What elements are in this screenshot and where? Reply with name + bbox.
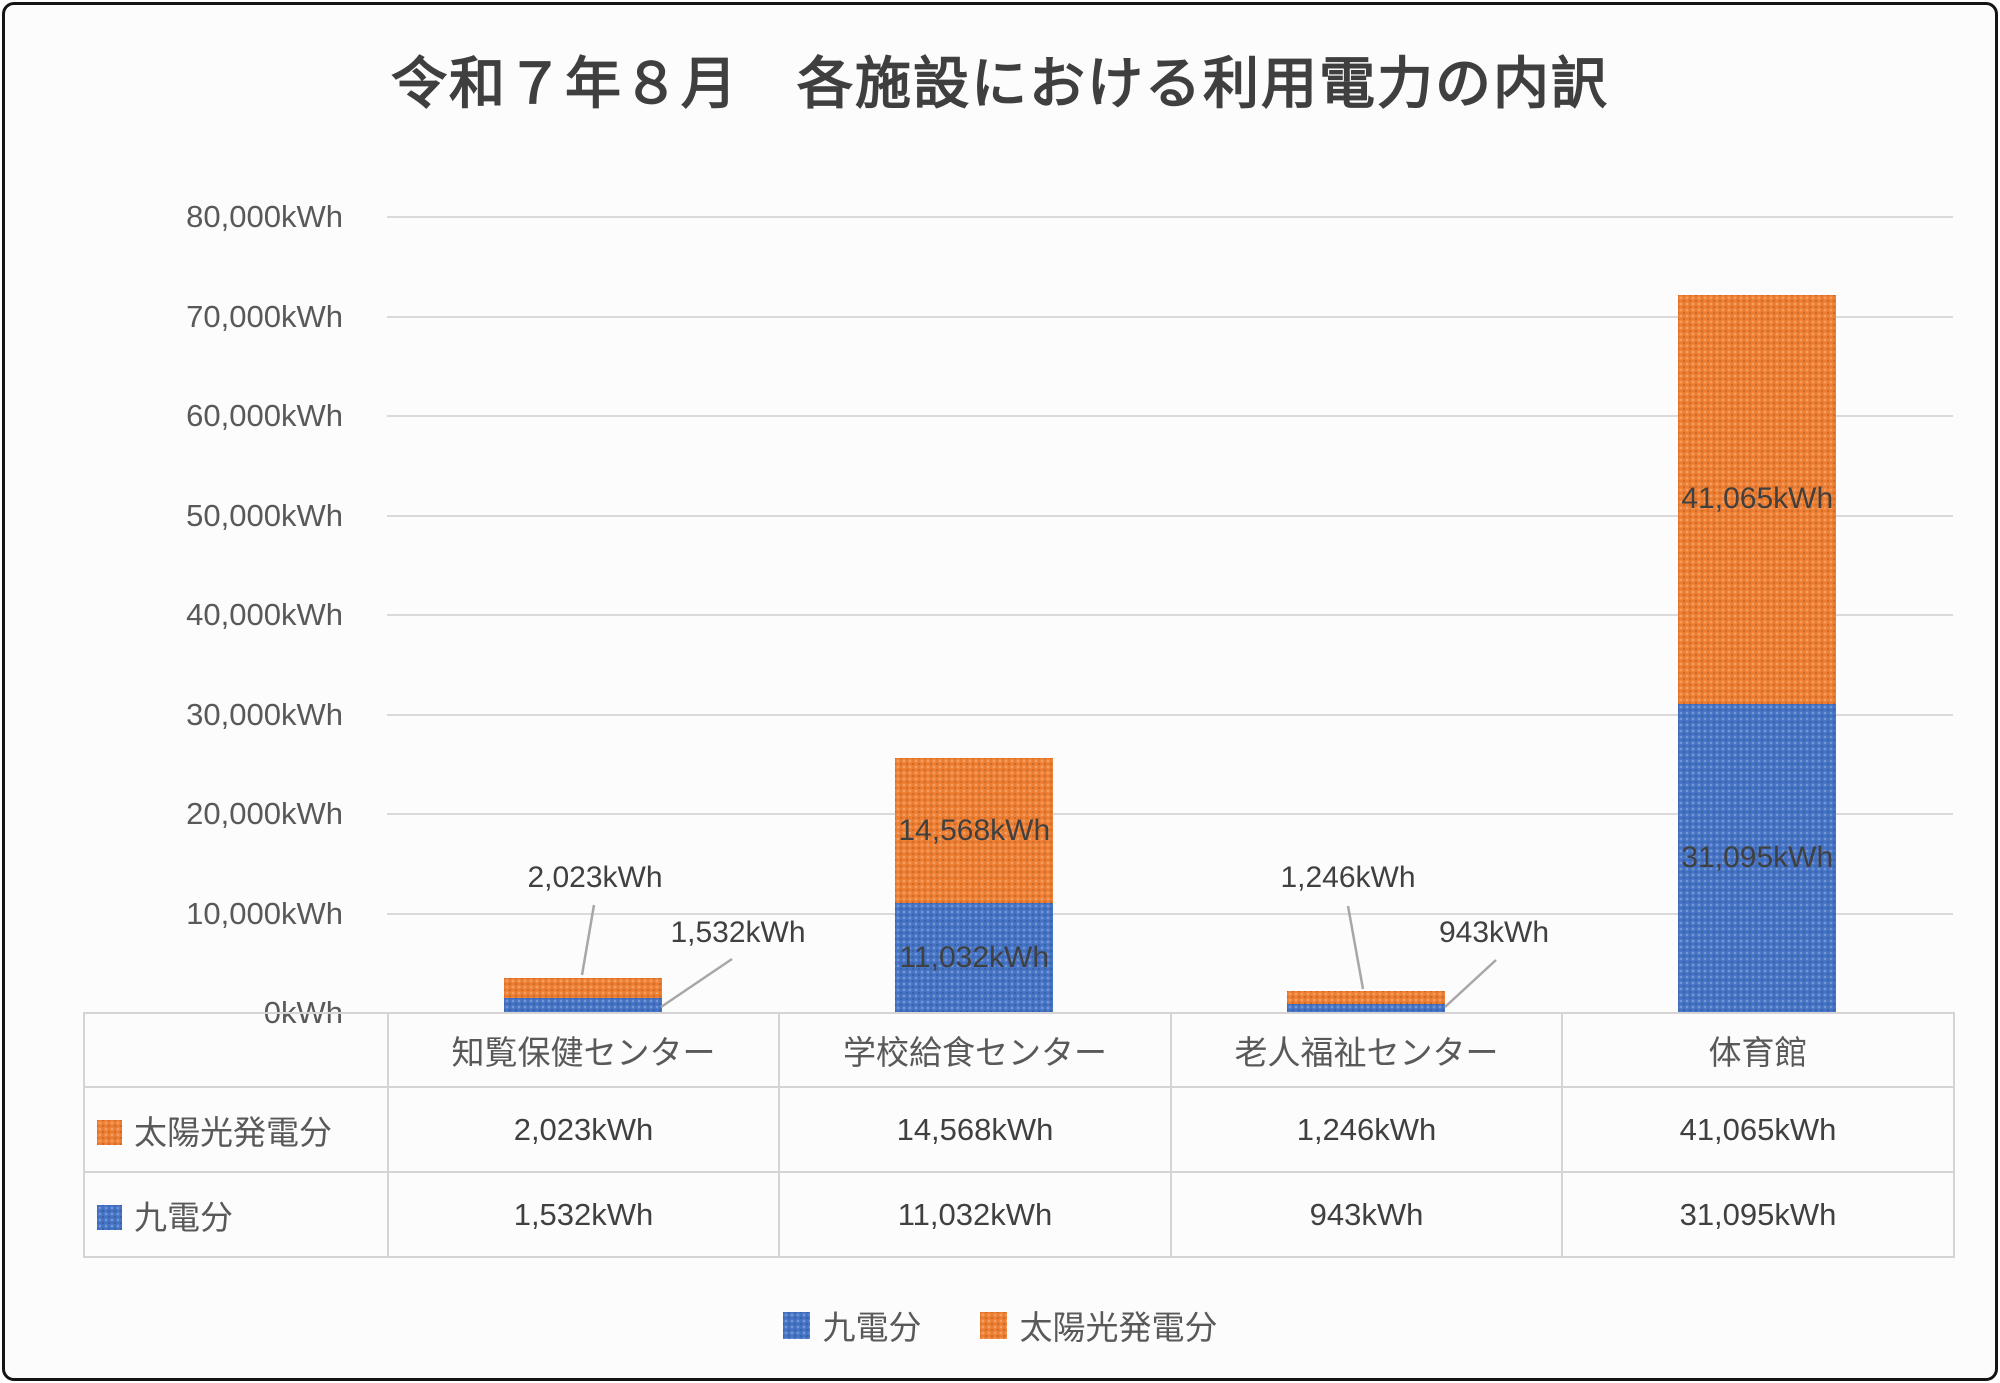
legend-item-kyuden: 九電分	[782, 1301, 922, 1349]
legend-label: 太陽光発電分	[1019, 1309, 1218, 1346]
table-row-solar: 太陽光発電分 2,023kWh 14,568kWh 1,246kWh 41,06…	[83, 1086, 1955, 1173]
series-row-label: 太陽光発電分	[134, 1113, 332, 1151]
grid-line	[387, 912, 1953, 915]
bar-segment-kyuden	[503, 997, 662, 1013]
kyuden-swatch-icon	[782, 1311, 810, 1339]
solar-legend-key-icon	[97, 1120, 122, 1146]
y-axis-tick-label: 60,000kWh	[186, 398, 343, 433]
table-column-header: 知覧保健センター	[387, 1012, 780, 1088]
grid-line	[387, 216, 1953, 218]
y-axis-tick-label: 20,000kWh	[186, 796, 343, 831]
grid-line	[387, 415, 1953, 417]
y-axis-tick-label: 10,000kWh	[186, 895, 343, 931]
table-column-header: 老人福祉センター	[1170, 1012, 1563, 1088]
bar-segment-kyuden	[895, 903, 1054, 1013]
table-value-cell: 31,095kWh	[1561, 1171, 1955, 1258]
table-value-cell: 41,065kWh	[1561, 1086, 1955, 1173]
grid-line	[387, 713, 1953, 716]
bar-segment-solar	[1678, 295, 1837, 704]
bar-segment-solar	[895, 758, 1054, 904]
grid-line	[387, 813, 1953, 815]
chart-title: 令和７年８月 各施設における利用電力の内訳	[391, 52, 1609, 115]
leader-line	[1444, 959, 1497, 1008]
data-label: 14,568kWh	[898, 813, 1051, 847]
data-label: 41,065kWh	[1681, 482, 1834, 516]
data-label: 943kWh	[1438, 916, 1550, 949]
legend-item-solar: 太陽光発電分	[979, 1301, 1218, 1349]
y-axis-tick-label: 30,000kWh	[186, 696, 343, 732]
table-value-cell: 1,532kWh	[387, 1171, 780, 1258]
table-value-cell: 11,032kWh	[778, 1171, 1172, 1258]
data-label: 1,532kWh	[670, 916, 806, 949]
table-corner-cell	[83, 1012, 389, 1088]
table-column-header: 体育館	[1561, 1012, 1955, 1088]
table-value-cell: 2,023kWh	[387, 1086, 780, 1173]
series-row-label-cell: 太陽光発電分	[83, 1086, 389, 1173]
leader-line	[1346, 905, 1365, 990]
table-value-cell: 1,246kWh	[1170, 1086, 1563, 1173]
series-row-label-cell: 九電分	[83, 1171, 389, 1258]
data-label: 31,095kWh	[1681, 841, 1834, 875]
y-axis-tick-label: 50,000kWh	[186, 497, 343, 533]
grid-line	[387, 514, 1953, 517]
y-axis-tick-label: 80,000kWh	[186, 199, 343, 234]
table-header-row: 知覧保健センター 学校給食センター 老人福祉センター 体育館	[83, 1012, 1955, 1088]
grid-line	[387, 315, 1953, 318]
data-label: 2,023kWh	[527, 861, 663, 894]
table-row-kyuden: 九電分 1,532kWh 11,032kWh 943kWh 31,095kWh	[83, 1171, 1955, 1258]
data-label: 11,032kWh	[899, 941, 1050, 975]
bar-segment-solar	[503, 977, 662, 998]
y-axis-tick-label: 40,000kWh	[186, 597, 343, 632]
table-column-header: 学校給食センター	[778, 1012, 1172, 1088]
bar-segment-solar	[1286, 991, 1445, 1004]
series-row-label: 九電分	[134, 1198, 233, 1236]
leader-line	[660, 957, 733, 1009]
data-table: 知覧保健センター 学校給食センター 老人福祉センター 体育館 太陽光発電分 2,…	[83, 1012, 1955, 1258]
data-label: 1,246kWh	[1280, 861, 1416, 894]
solar-swatch-icon	[979, 1311, 1007, 1339]
table-value-cell: 14,568kWh	[778, 1086, 1172, 1173]
chart-legend: 九電分 太陽光発電分	[5, 1301, 1995, 1349]
legend-label: 九電分	[822, 1309, 922, 1346]
table-value-cell: 943kWh	[1170, 1171, 1563, 1258]
y-axis-tick-label: 70,000kWh	[186, 298, 343, 334]
leader-line	[580, 904, 596, 976]
kyuden-legend-key-icon	[97, 1205, 122, 1231]
bar-segment-kyuden	[1678, 703, 1837, 1013]
grid-line	[387, 614, 1953, 616]
bar-segment-kyuden	[1286, 1003, 1445, 1013]
